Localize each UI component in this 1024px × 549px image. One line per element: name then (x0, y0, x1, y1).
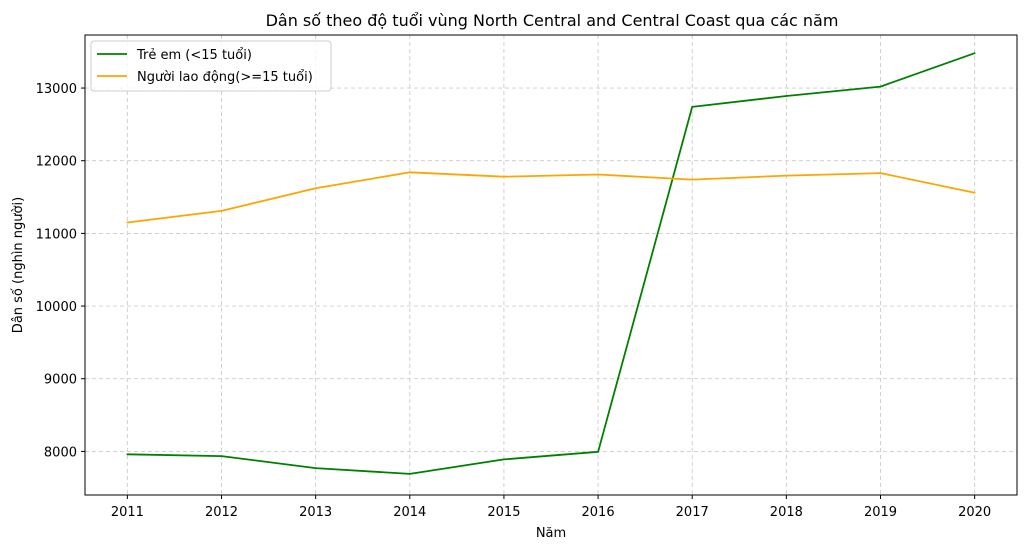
series-0-point (597, 450, 599, 453)
x-tick-label: 2011 (111, 505, 144, 520)
series-0-point (126, 453, 129, 456)
series-1-point (785, 174, 788, 177)
series-1-point (408, 171, 411, 174)
series-0-point (220, 455, 223, 458)
y-tick-label: 8000 (44, 445, 77, 460)
x-axis-label: Năm (536, 526, 566, 541)
x-tick-label: 2015 (487, 505, 520, 520)
x-axis: 2011 2012 2013 2014 2015 2016 2017 2018 2019 2020 (111, 495, 991, 520)
x-tick-label: 2012 (205, 505, 238, 520)
x-tick-label: 2018 (770, 505, 803, 520)
y-tick-label: 9000 (44, 373, 77, 388)
series-1-point (597, 173, 599, 176)
series-1-point (879, 172, 882, 174)
series-0-point (691, 106, 694, 108)
series-line-0 (127, 52, 975, 475)
plot-series (126, 52, 976, 475)
y-tick-label: 12000 (36, 155, 77, 170)
series-0-point (879, 85, 882, 88)
y-axis-label: Dân số (nghìn người) (11, 197, 26, 333)
chart-title: Dân số theo độ tuổi vùng North Central a… (266, 11, 839, 30)
x-tick-label: 2016 (582, 505, 615, 520)
series-1-point (314, 187, 317, 190)
x-tick-label: 2013 (299, 505, 332, 520)
series-0-point (408, 473, 411, 475)
series-1-point (220, 209, 223, 212)
legend-box (90, 40, 332, 92)
y-tick-label: 10000 (36, 300, 77, 315)
series-0-point (973, 52, 976, 55)
x-tick-label: 2017 (676, 505, 709, 520)
series-0-point (314, 467, 317, 470)
y-axis: 8000 9000 10000 11000 12000 13000 (36, 82, 85, 460)
x-tick-label: 2020 (958, 505, 991, 520)
y-tick-label: 13000 (36, 82, 77, 97)
legend: Trẻ em (<15 tuổi) Người lao động(>=15 tu… (90, 40, 332, 92)
series-1-point (691, 178, 694, 181)
legend-label-workers: Người lao động(>=15 tuổi) (137, 70, 313, 85)
series-1-point (973, 191, 976, 194)
y-tick-label: 11000 (36, 227, 77, 242)
legend-label-children: Trẻ em (<15 tuổi) (136, 48, 252, 63)
x-tick-label: 2019 (864, 505, 897, 520)
plot-frame (84, 34, 1018, 496)
series-0-point (785, 95, 788, 97)
series-1-point (503, 175, 505, 178)
series-1-point (126, 221, 129, 224)
x-tick-label: 2014 (393, 505, 426, 520)
series-0-point (503, 458, 505, 461)
series-line-1 (127, 171, 975, 224)
